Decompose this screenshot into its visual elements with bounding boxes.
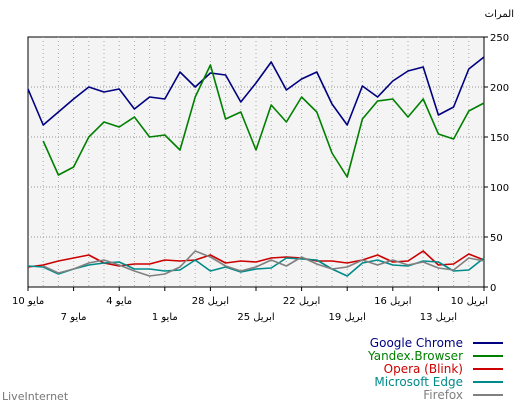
- series-line-firefox: [42, 250, 485, 277]
- x-tick-label: 28 ابريل: [192, 296, 229, 307]
- x-tick-label: 25 ابريل: [237, 312, 274, 323]
- legend-label: Firefox: [423, 388, 463, 402]
- series-line-microsoft-edge: [27, 257, 485, 277]
- series-line-google-chrome: [27, 56, 485, 126]
- x-tick-label: 22 ابريل: [283, 296, 320, 307]
- x-tick-label: 10 ابريل: [451, 296, 488, 307]
- legend-label: Opera (Blink): [384, 362, 463, 376]
- y-axis-title: المرات: [485, 9, 514, 20]
- x-tick-label: 10 مايو: [12, 296, 44, 307]
- y-tick-label: 200: [490, 83, 509, 94]
- x-tick-label: 19 ابريل: [329, 312, 366, 323]
- x-tick-label: 16 ابريل: [374, 296, 411, 307]
- x-tick-label: 4 مايو: [106, 296, 132, 307]
- legend-label: Google Chrome: [370, 336, 463, 350]
- legend-label: Yandex.Browser: [367, 349, 463, 363]
- grid: [28, 37, 484, 287]
- legend-label: Microsoft Edge: [374, 375, 463, 389]
- y-tick-label: 50: [490, 233, 503, 244]
- y-tick-label: 250: [490, 33, 509, 44]
- series-line-yandex-browser: [42, 64, 485, 178]
- series-layer: [27, 56, 485, 277]
- y-tick-label: 150: [490, 133, 509, 144]
- brand-label: LiveInternet: [2, 390, 69, 403]
- x-axis: 10 ابريل 13 ابريل 16 ابريل 19 ابريل 22 ابريل…: [12, 287, 488, 323]
- y-axis: 0 50 100 150 200 250: [484, 33, 509, 294]
- x-tick-label: 7 مايو: [61, 312, 87, 323]
- y-tick-label: 0: [490, 283, 496, 294]
- x-tick-label: 1 مايو: [152, 312, 178, 323]
- x-tick-label: 13 ابريل: [420, 312, 457, 323]
- y-tick-label: 100: [490, 183, 509, 194]
